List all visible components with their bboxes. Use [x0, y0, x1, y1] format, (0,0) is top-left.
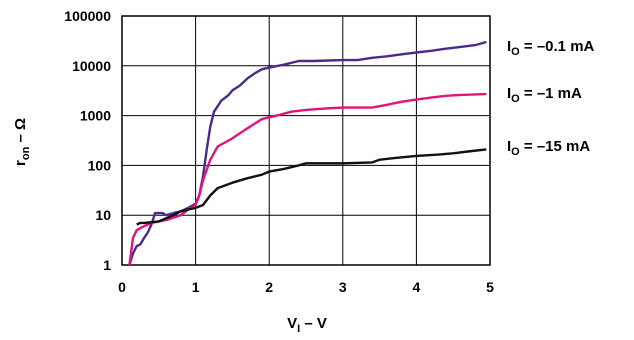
series-io-15ma-line [136, 148, 487, 226]
x-tick-label: 2 [265, 279, 273, 295]
x-tick-label: 4 [413, 279, 421, 295]
x-tick-labels: 0 1 2 3 4 5 [118, 279, 494, 295]
x-tick-label: 5 [486, 279, 494, 295]
x-tick-label: 3 [339, 279, 347, 295]
x-tick-label: 0 [118, 279, 126, 295]
y-axis-title: ron – Ω [12, 118, 32, 166]
plot-grid [121, 15, 491, 266]
y-tick-label: 10 [95, 207, 111, 223]
y-tick-label: 1 [103, 257, 111, 273]
y-tick-label: 100000 [64, 8, 111, 24]
y-tick-label: 1000 [80, 108, 111, 124]
legend-io-15ma: IO = –15 mA [507, 138, 590, 158]
series-io-1ma-line [128, 92, 487, 266]
y-tick-labels: 1 10 100 1000 10000 100000 [64, 8, 111, 273]
y-tick-label: 100 [88, 157, 112, 173]
plot-area-frame [121, 15, 491, 266]
x-tick-label: 1 [192, 279, 200, 295]
x-axis-title: VI – V [287, 315, 327, 335]
legend-io-1ma: IO = –1 mA [507, 85, 582, 105]
series-io-0-1ma-line [128, 40, 487, 266]
y-tick-label: 10000 [72, 58, 111, 74]
series-layer [128, 40, 487, 266]
legend-io-0-1ma: IO = –0.1 mA [507, 38, 595, 58]
